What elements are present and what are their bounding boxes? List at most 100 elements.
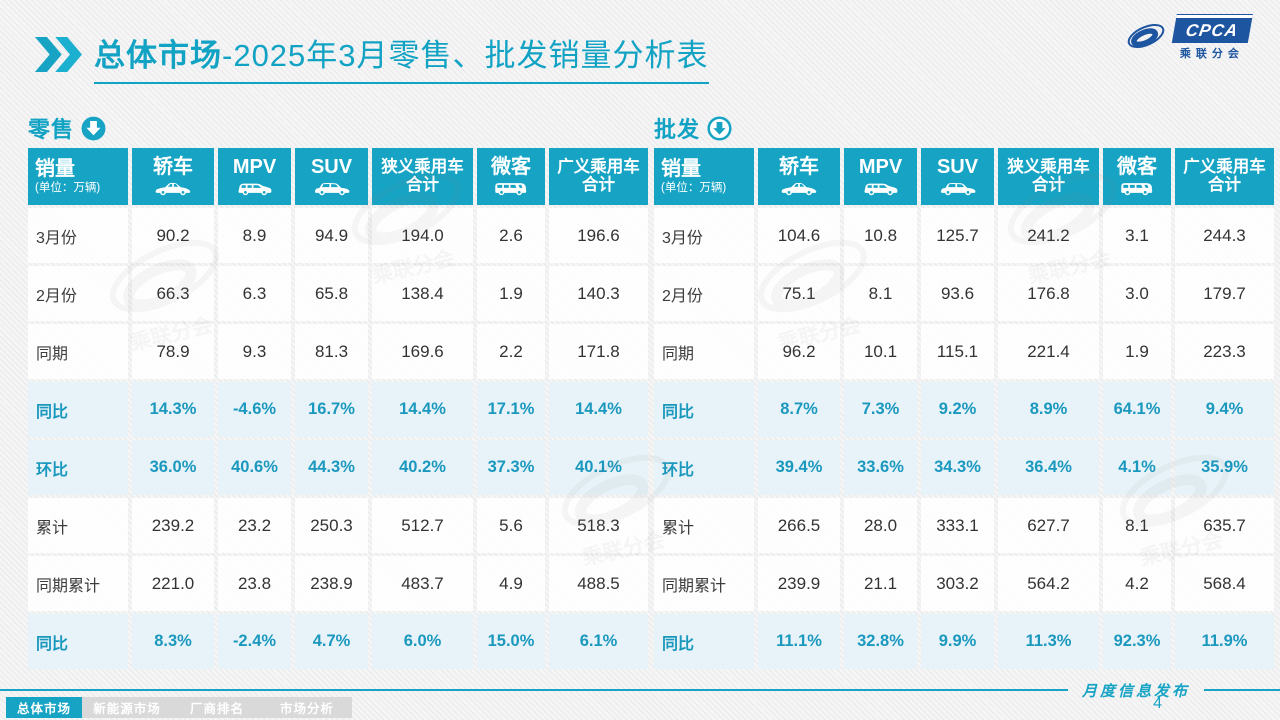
data-cell: 194.0 — [372, 208, 473, 263]
column-header: SUV — [295, 148, 368, 205]
cpca-cn-label: 乘联分会 — [1179, 48, 1244, 60]
data-cell: 9.4% — [1175, 382, 1274, 437]
data-cell: 138.4 — [372, 266, 473, 321]
data-cell: 9.2% — [921, 382, 994, 437]
column-header: 广义乘用车 合计 — [549, 148, 648, 205]
row-label: 3月份 — [28, 208, 128, 263]
data-cell: 9.3 — [218, 324, 291, 379]
data-cell: 568.4 — [1175, 556, 1274, 611]
data-cell: 6.3 — [218, 266, 291, 321]
data-cell: 3.1 — [1103, 208, 1171, 263]
data-cell: 17.1% — [477, 382, 545, 437]
data-cell: 40.6% — [218, 440, 291, 495]
data-cell: 140.3 — [549, 266, 648, 321]
row-label: 2月份 — [654, 266, 754, 321]
row-label: 同比 — [654, 614, 754, 669]
data-cell: 11.1% — [758, 614, 840, 669]
data-cell: 35.9% — [1175, 440, 1274, 495]
retail-panel-title: 零售 — [28, 117, 75, 142]
data-cell: 28.0 — [844, 498, 917, 553]
data-cell: 4.1% — [1103, 440, 1171, 495]
data-cell: -4.6% — [218, 382, 291, 437]
data-cell: 238.9 — [295, 556, 368, 611]
data-cell: 34.3% — [921, 440, 994, 495]
data-cell: 75.1 — [758, 266, 840, 321]
row-label: 累计 — [654, 498, 754, 553]
data-cell: 239.2 — [132, 498, 214, 553]
suv-car-icon — [312, 180, 352, 196]
mpv-car-icon — [861, 180, 901, 196]
column-header: 微客 — [477, 148, 545, 205]
cpca-swoosh-icon — [1122, 16, 1170, 63]
column-header: MPV — [844, 148, 917, 205]
data-cell: 5.6 — [477, 498, 545, 553]
column-header: 销量 (单位：万辆) — [654, 148, 754, 205]
data-cell: 4.2 — [1103, 556, 1171, 611]
column-header: MPV — [218, 148, 291, 205]
data-cell: 488.5 — [549, 556, 648, 611]
page-title: 总体市场-2025年3月零售、批发销量分析表 — [94, 30, 709, 84]
cpca-logo: CPCA 乘联分会 — [1122, 16, 1253, 63]
footer-tab-2[interactable]: 新能源市场 — [82, 697, 172, 718]
data-cell: 21.1 — [844, 556, 917, 611]
column-header: 狭义乘用车 合计 — [372, 148, 473, 205]
row-label: 同比 — [28, 614, 128, 669]
data-cell: 32.8% — [844, 614, 917, 669]
data-cell: 115.1 — [921, 324, 994, 379]
row-label: 同期 — [654, 324, 754, 379]
retail-panel: 零售 销量 (单位：万辆) 轿车 MPV SUV 狭义乘用车 合计 微客 广义乘用车 合计 3月份 9… — [28, 113, 648, 669]
data-cell: 223.3 — [1175, 324, 1274, 379]
data-cell: 6.1% — [549, 614, 648, 669]
footer-tab-4[interactable]: 市场分析 — [262, 697, 352, 718]
data-cell: 635.7 — [1175, 498, 1274, 553]
data-cell: 125.7 — [921, 208, 994, 263]
column-header: SUV — [921, 148, 994, 205]
data-cell: 171.8 — [549, 324, 648, 379]
row-label: 3月份 — [654, 208, 754, 263]
data-cell: 65.8 — [295, 266, 368, 321]
row-label: 环比 — [28, 440, 128, 495]
data-cell: 7.3% — [844, 382, 917, 437]
circle-down-arrow-outline-icon — [707, 115, 732, 141]
data-cell: 14.4% — [372, 382, 473, 437]
column-header: 销量 (单位：万辆) — [28, 148, 128, 205]
data-cell: 266.5 — [758, 498, 840, 553]
sedan-car-icon — [779, 180, 819, 196]
data-cell: 8.9 — [218, 208, 291, 263]
data-cell: 9.9% — [921, 614, 994, 669]
data-cell: 37.3% — [477, 440, 545, 495]
data-cell: 96.2 — [758, 324, 840, 379]
data-cell: 94.9 — [295, 208, 368, 263]
row-label: 同比 — [28, 382, 128, 437]
data-cell: 8.9% — [998, 382, 1099, 437]
data-cell: 483.7 — [372, 556, 473, 611]
data-cell: 10.8 — [844, 208, 917, 263]
data-cell: 10.1 — [844, 324, 917, 379]
data-cell: 14.4% — [549, 382, 648, 437]
footer-tab-3[interactable]: 厂商排名 — [172, 697, 262, 718]
footer-tab-1[interactable]: 总体市场 — [6, 697, 82, 718]
data-cell: 1.9 — [477, 266, 545, 321]
data-cell: 90.2 — [132, 208, 214, 263]
data-cell: 241.2 — [998, 208, 1099, 263]
data-cell: 3.0 — [1103, 266, 1171, 321]
wholesale-panel: 批发 销量 (单位：万辆) 轿车 MPV SUV 狭义乘用车 合计 微客 广义乘用车 合计 3月份 1… — [654, 113, 1274, 669]
data-cell: 239.9 — [758, 556, 840, 611]
data-cell: 8.3% — [132, 614, 214, 669]
data-cell: 2.2 — [477, 324, 545, 379]
data-cell: 303.2 — [921, 556, 994, 611]
data-cell: 8.1 — [1103, 498, 1171, 553]
retail-table: 销量 (单位：万辆) 轿车 MPV SUV 狭义乘用车 合计 微客 广义乘用车 合计 3月份 90.2… — [28, 148, 648, 669]
footer-rule-right — [1204, 688, 1280, 692]
data-cell: 23.8 — [218, 556, 291, 611]
data-cell: 8.7% — [758, 382, 840, 437]
data-cell: 196.6 — [549, 208, 648, 263]
data-cell: 15.0% — [477, 614, 545, 669]
data-cell: 93.6 — [921, 266, 994, 321]
data-cell: 40.1% — [549, 440, 648, 495]
microvan-icon — [1118, 180, 1156, 196]
data-cell: 44.3% — [295, 440, 368, 495]
data-cell: 221.4 — [998, 324, 1099, 379]
data-cell: 11.9% — [1175, 614, 1274, 669]
wholesale-table: 销量 (单位：万辆) 轿车 MPV SUV 狭义乘用车 合计 微客 广义乘用车 合计 3月份 104.… — [654, 148, 1274, 669]
